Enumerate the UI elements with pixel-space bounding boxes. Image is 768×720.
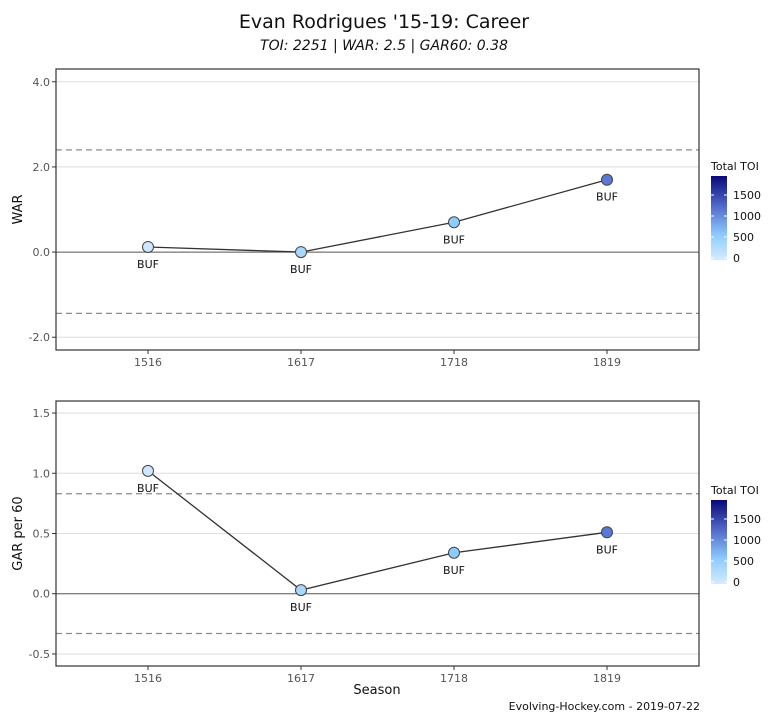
point-label: BUF (137, 482, 159, 495)
point-label: BUF (443, 233, 465, 246)
y-tick-label: 1.0 (33, 467, 51, 480)
legend-tick: 1500 (733, 513, 761, 526)
source-caption: Evolving-Hockey.com - 2019-07-22 (509, 700, 700, 713)
legend-tick: 1000 (733, 534, 761, 547)
war-panel: 4.0 2.0 0.0 -2.0 1516 1617 1718 1819 WAR BUF BUF BU… (11, 68, 700, 369)
data-point[interactable] (295, 246, 307, 259)
plot-frame (55, 68, 700, 351)
data-point[interactable] (295, 584, 307, 597)
colorbar (711, 500, 727, 584)
y-tick-label: 1.5 (33, 407, 51, 420)
y-tick-label: 4.0 (33, 76, 51, 89)
data-point[interactable] (448, 546, 460, 559)
gar60-panel: 1.5 1.0 0.5 0.0 -0.5 1516 1617 1718 1819 GAR per … (11, 400, 700, 685)
legend-tick: 500 (733, 555, 754, 568)
x-tick-label: 1819 (593, 356, 621, 369)
y-axis-label: GAR per 60 (11, 496, 26, 570)
legend-tick: 0 (733, 576, 740, 589)
x-axis-label: Season (353, 683, 400, 698)
x-tick-label: 1516 (134, 672, 162, 685)
data-point[interactable] (601, 526, 613, 539)
y-tick-label: 2.0 (33, 161, 51, 174)
x-tick-label: 1617 (287, 672, 315, 685)
data-point[interactable] (448, 216, 460, 229)
chart-title: Evan Rodrigues '15-19: Career (239, 11, 529, 33)
toi-legend-top: Total TOI 0 500 1000 1500 (710, 160, 761, 265)
x-tick-label: 1718 (440, 672, 468, 685)
legend-title: Total TOI (710, 484, 759, 497)
y-axis-label: WAR (11, 194, 26, 224)
point-label: BUF (290, 601, 312, 614)
legend-tick: 500 (733, 231, 754, 244)
series-line (147, 470, 608, 591)
point-label: BUF (290, 263, 312, 276)
colorbar (711, 176, 727, 260)
chart-subtitle: TOI: 2251 | WAR: 2.5 | GAR60: 0.38 (260, 38, 508, 54)
legend-title: Total TOI (710, 160, 759, 173)
data-point[interactable] (142, 240, 154, 253)
point-label: BUF (596, 543, 618, 556)
y-tick-label: 0.0 (33, 246, 51, 259)
point-label: BUF (137, 258, 159, 271)
data-point[interactable] (601, 173, 613, 186)
y-tick-label: -0.5 (29, 648, 50, 661)
point-label: BUF (596, 191, 618, 204)
y-tick-label: -2.0 (29, 331, 50, 344)
x-tick-label: 1718 (440, 356, 468, 369)
plot-frame (55, 400, 700, 667)
y-tick-label: 0.0 (33, 588, 51, 601)
x-tick-label: 1516 (134, 356, 162, 369)
legend-tick: 1500 (733, 189, 761, 202)
toi-legend-bottom: Total TOI 0 500 1000 1500 (710, 484, 761, 589)
legend-tick: 0 (733, 252, 740, 265)
legend-tick: 1000 (733, 210, 761, 223)
y-tick-label: 0.5 (33, 528, 51, 541)
series-line (147, 179, 608, 253)
point-label: BUF (443, 564, 465, 577)
x-tick-label: 1819 (593, 672, 621, 685)
data-point[interactable] (142, 464, 154, 477)
x-tick-label: 1617 (287, 356, 315, 369)
